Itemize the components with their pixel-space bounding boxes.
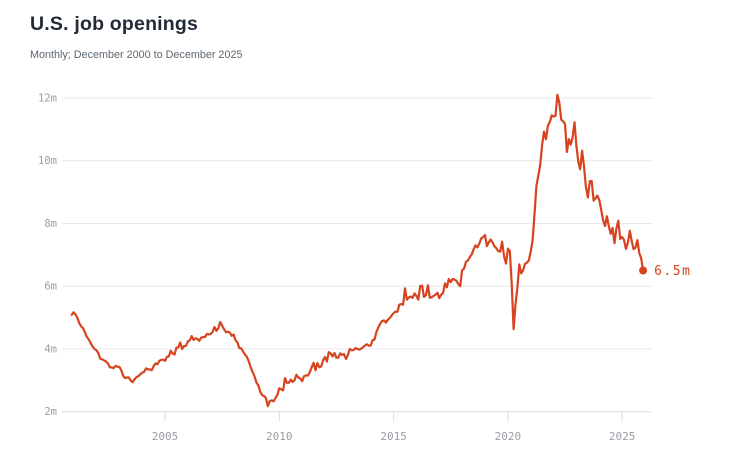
y-axis-label-12m: 12m [38, 93, 57, 105]
series-end-dot [639, 266, 648, 275]
y-axis-label-2m: 2m [44, 406, 57, 418]
y-axis-label-10m: 10m [38, 155, 57, 167]
x-axis-label-2010: 2010 [266, 430, 293, 443]
series-end-value-label: 6.5m [654, 264, 691, 279]
x-axis-label-2015: 2015 [380, 430, 407, 443]
x-axis-label-2020: 2020 [495, 430, 522, 443]
y-axis-label-4m: 4m [44, 344, 57, 356]
chart-subtitle: Monthly; December 2000 to December 2025 [30, 49, 243, 61]
y-axis-label-6m: 6m [44, 281, 57, 293]
x-axis-label-2025: 2025 [609, 430, 636, 443]
x-axis-label-2005: 2005 [152, 430, 179, 443]
chart-header: U.S. job openings Monthly; December 2000… [30, 13, 242, 61]
job-openings-series-line [70, 93, 645, 408]
chart-title: U.S. job openings [30, 13, 199, 35]
y-axis-label-8m: 8m [44, 218, 57, 230]
